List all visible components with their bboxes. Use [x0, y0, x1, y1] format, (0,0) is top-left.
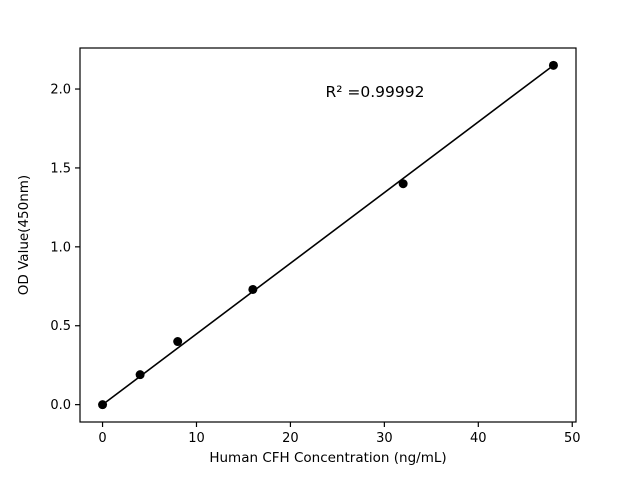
- data-point: [548, 60, 558, 70]
- data-point: [248, 284, 258, 294]
- data-point: [98, 400, 108, 410]
- axis-tick-labels: 0 10 20 30 40 50 0.0 0.5 1.0 1.5 2.0: [50, 83, 580, 446]
- x-tick-label: 50: [564, 431, 581, 446]
- axis-ticks: [75, 88, 573, 427]
- plot-border: [79, 47, 577, 423]
- y-tick-label: 0.0: [50, 398, 71, 413]
- data-points: [98, 60, 558, 410]
- data-point: [173, 337, 183, 347]
- y-tick-label: 2.0: [50, 83, 71, 98]
- y-tick-label: 1.0: [50, 240, 71, 255]
- y-axis-label: OD Value(450nm): [16, 175, 32, 295]
- data-point: [135, 370, 145, 380]
- x-tick-label: 10: [188, 431, 205, 446]
- x-tick-label: 30: [376, 431, 393, 446]
- data-point: [398, 179, 408, 189]
- x-axis-label: Human CFH Concentration (ng/mL): [209, 450, 446, 466]
- x-tick-label: 40: [470, 431, 487, 446]
- y-tick-label: 1.5: [50, 161, 71, 176]
- regression-line: [102, 64, 554, 406]
- plot-spines: [79, 47, 577, 423]
- y-tick-label: 0.5: [50, 319, 71, 334]
- x-tick-label: 0: [98, 431, 106, 446]
- r-squared-annotation: R² =0.99992: [325, 83, 424, 101]
- x-tick-label: 20: [282, 431, 299, 446]
- fit-line: [102, 64, 554, 406]
